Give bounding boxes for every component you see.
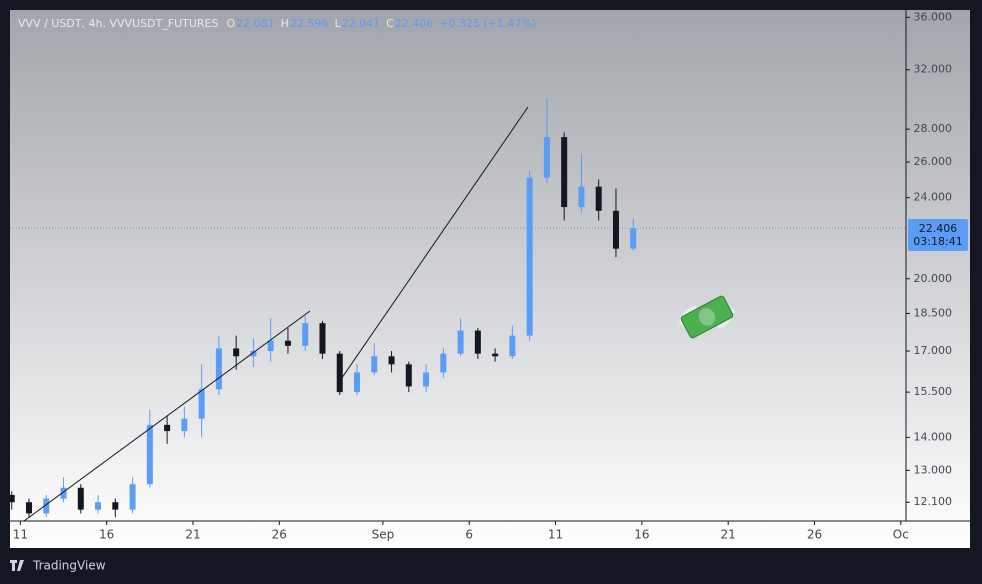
x-tick-label: 26 [807,528,822,542]
y-tick-label: 14.000 [914,430,953,443]
candle-body [388,356,395,365]
trend-line [23,310,311,522]
candle-body [354,372,361,393]
candle-body [474,330,481,354]
ohlc-legend: O 22.081 H 22.596 L 22.041 C 22.406 +0.325 (+1.4… [226,17,536,30]
legend-key: C [386,17,394,30]
y-tick-label: 28.000 [914,122,953,135]
candle-body [25,502,32,514]
y-tick-label: 26.000 [914,155,953,168]
y-tick-label: 13.000 [914,463,953,476]
chart-panel [10,10,970,548]
candle-body [43,498,50,514]
y-tick-label: 36.000 [914,10,953,23]
legend-key: L [334,17,341,30]
candle-body [164,424,171,432]
legend-value: 22.406 [395,17,434,30]
countdown: 03:18:41 [913,235,962,248]
y-tick-label: 17.000 [914,344,953,357]
candle-body [543,137,550,178]
candle-body [371,356,378,373]
candle-body [302,323,309,346]
candle-body [181,418,188,432]
x-tick-label: 16 [634,528,649,542]
candle-body [284,340,291,346]
y-tick-label: 32.000 [914,63,953,76]
x-tick-label: 11 [13,528,28,542]
y-tick-label: 12.100 [914,495,953,508]
y-tick-label: 18.500 [914,306,953,319]
candle-body [60,487,67,499]
x-tick-label: Sep [372,528,395,542]
candle-body [509,335,516,357]
y-tick-label: 15.500 [914,385,953,398]
legend-key: H [281,17,289,30]
legend-change: +0.325 (+1.47%) [439,17,536,30]
y-tick-label: 20.000 [914,272,953,285]
legend-key: O [226,17,235,30]
last-price-label: 22.406 [919,222,958,235]
candle-body [112,502,119,510]
x-tick-label: 16 [99,528,114,542]
candle-body [612,210,619,249]
candle-body [595,186,602,211]
candle-body [77,487,84,510]
candle-body [526,177,533,336]
candle-body [630,228,637,249]
x-tick-label: 6 [465,528,473,542]
candle-body [95,502,102,510]
candle-body [405,364,412,387]
candle-body [129,484,136,510]
candle-body [457,330,464,354]
x-tick-label: Oc [893,528,909,542]
candle-body [267,340,274,352]
plot-area [10,98,906,518]
x-tick-label: 21 [721,528,736,542]
x-tick-label: 11 [548,528,563,542]
y-tick-label: 24.000 [914,191,953,204]
candle-body [578,186,585,208]
chart-title: VVV / USDT, 4h, VVVUSDT_FUTURES [18,17,218,30]
legend-value: 22.596 [290,17,329,30]
brand-logo [10,560,24,571]
legend-value: 22.081 [236,17,275,30]
candle-body [10,494,15,503]
candle-body [440,353,447,373]
candle-body [423,372,430,387]
candle-body [336,353,343,393]
candle-body [198,389,205,419]
x-tick-label: 21 [185,528,200,542]
candle-body [492,353,499,357]
x-tick-label: 26 [272,528,287,542]
brand: TradingView [32,559,106,573]
legend-value: 22.041 [342,17,381,30]
candle-body [215,348,222,390]
trend-line [336,106,529,386]
money-icon [679,295,735,339]
candle-body [146,424,153,485]
candle-body [250,351,257,357]
candle-body [233,348,240,357]
candle-body [561,137,568,208]
candle-body [319,323,326,354]
price-label-box [908,219,968,251]
